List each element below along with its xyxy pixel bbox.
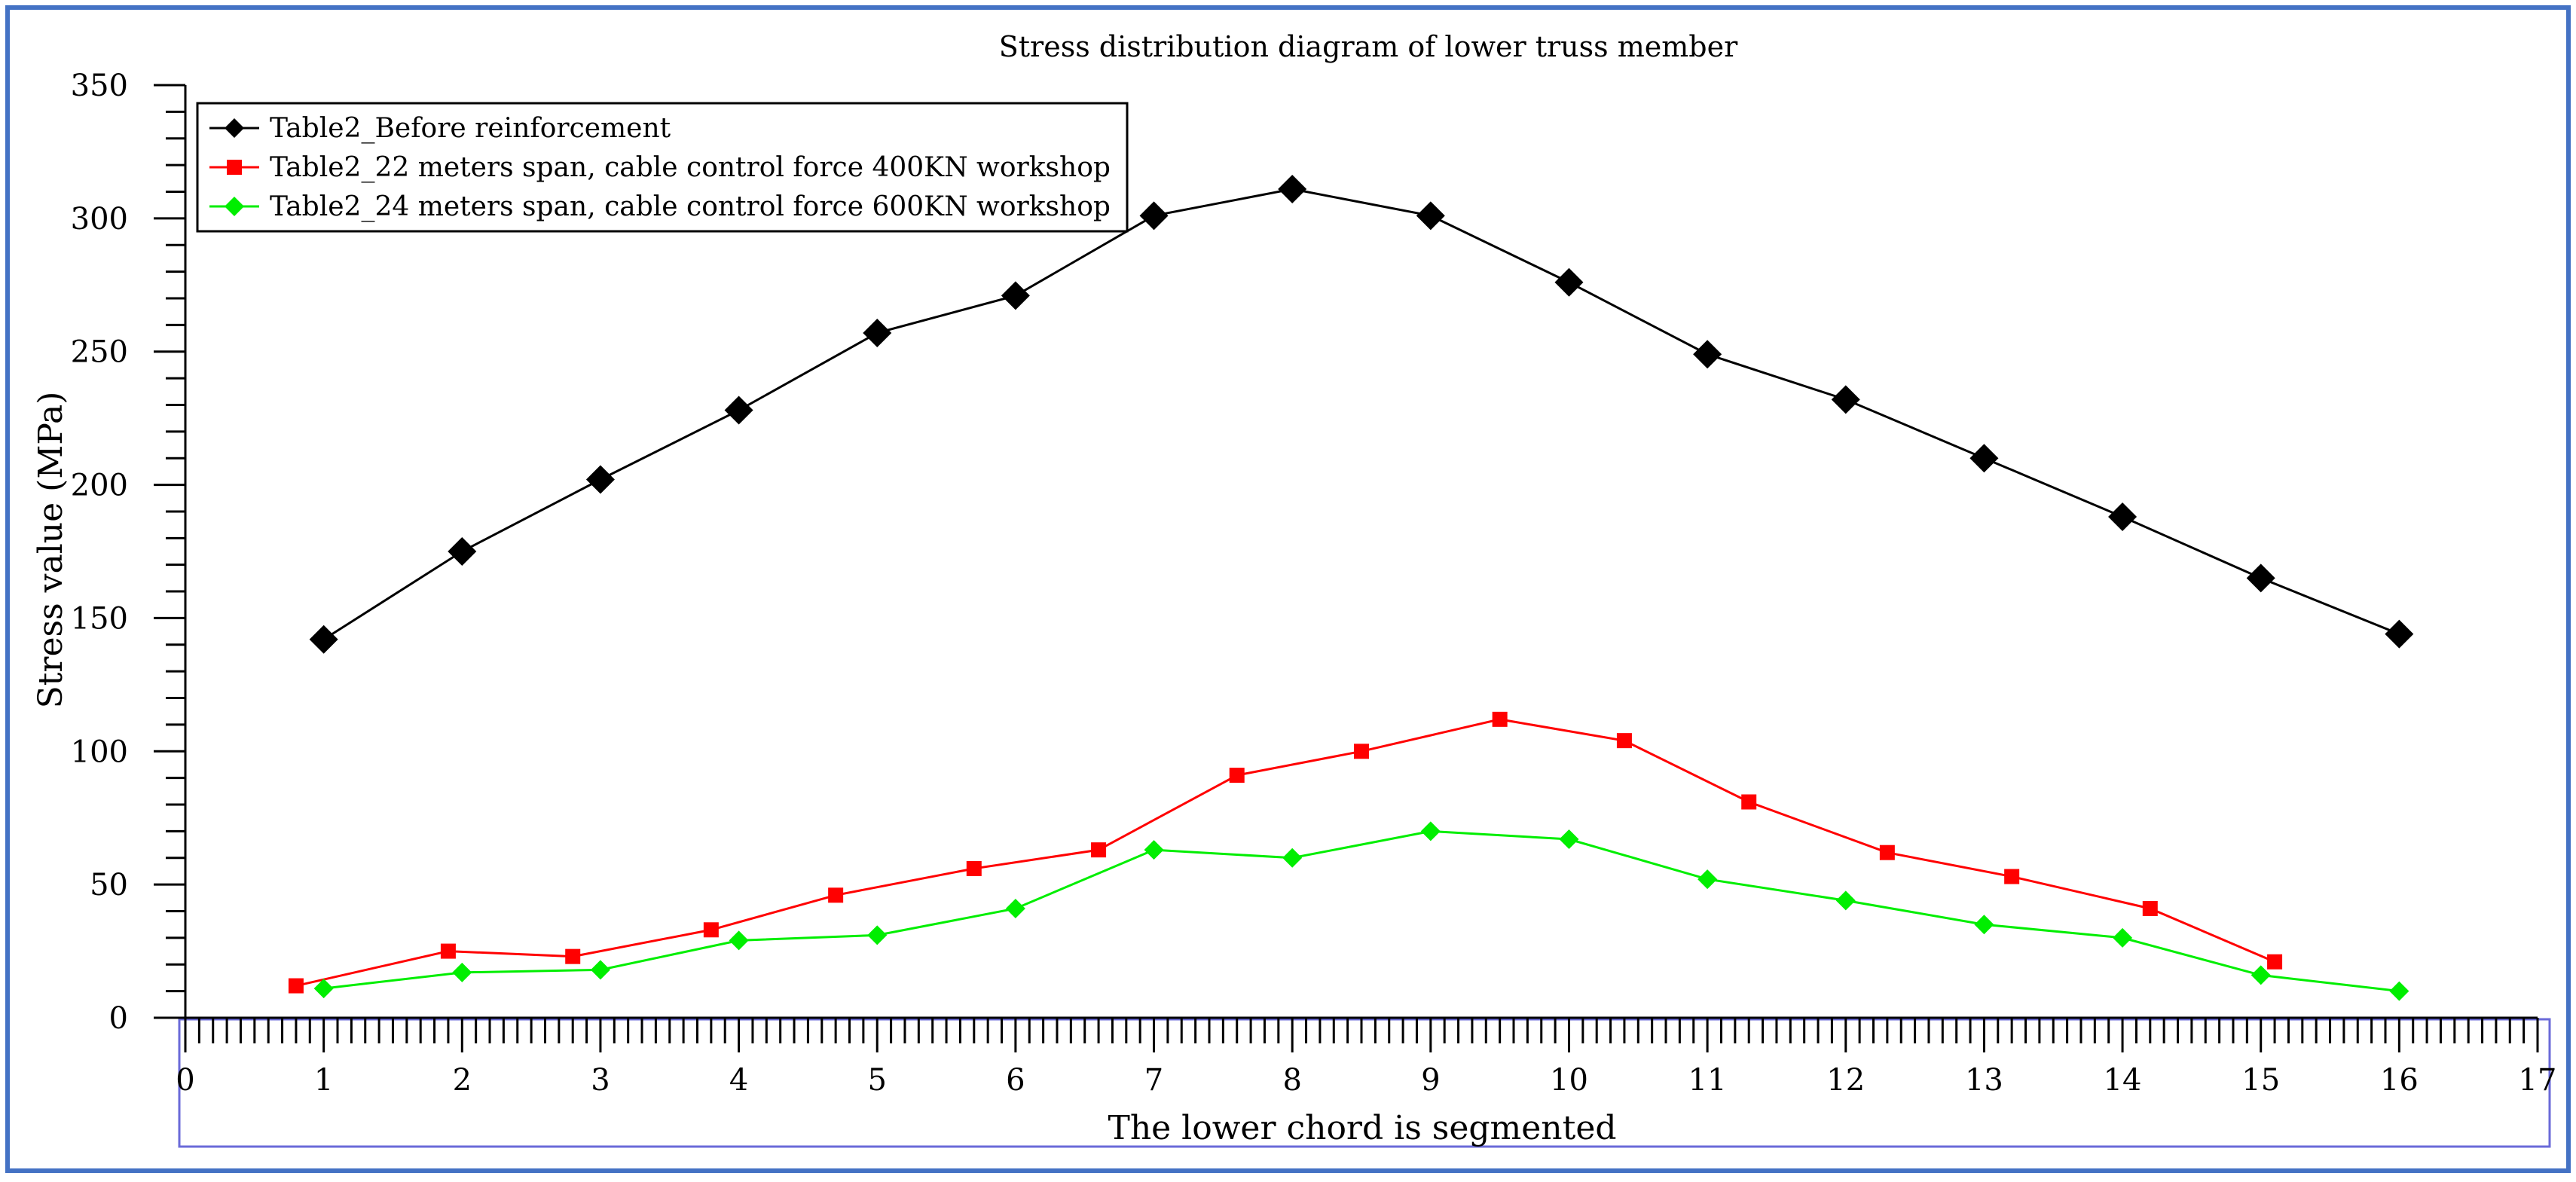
- data-point: [2108, 502, 2137, 532]
- y-tick-label: 250: [71, 335, 128, 370]
- data-point: [2113, 927, 2133, 948]
- legend-marker: [225, 197, 244, 216]
- x-tick-label: 8: [1282, 1063, 1301, 1098]
- data-point: [1492, 711, 1508, 727]
- x-tick-label: 16: [2380, 1063, 2419, 1098]
- data-point: [565, 948, 581, 964]
- data-point: [2389, 981, 2409, 1001]
- y-tick-label: 150: [71, 601, 128, 636]
- series-2: [288, 711, 2283, 994]
- data-point: [2267, 954, 2283, 970]
- data-point: [1697, 869, 1718, 890]
- data-point: [1001, 281, 1030, 310]
- data-point: [966, 860, 982, 876]
- x-tick-label: 5: [868, 1063, 887, 1098]
- data-point: [585, 465, 615, 494]
- data-point: [1974, 915, 1994, 935]
- data-point: [1278, 174, 1307, 203]
- data-point: [590, 960, 610, 980]
- data-point: [1741, 794, 1757, 810]
- data-point: [1693, 340, 1722, 369]
- series-line: [322, 188, 2400, 640]
- data-point: [2385, 619, 2414, 649]
- legend-label: Table2_22 meters span, cable control for…: [270, 152, 1111, 183]
- data-point: [309, 625, 338, 654]
- x-tick-label: 1: [314, 1063, 333, 1098]
- y-tick-label: 200: [71, 469, 128, 503]
- data-point: [1835, 890, 1856, 911]
- data-point: [1144, 840, 1164, 860]
- y-tick-label: 50: [90, 868, 128, 903]
- data-point: [2142, 900, 2158, 916]
- data-point: [724, 396, 753, 425]
- data-point: [2251, 965, 2271, 985]
- series-line: [323, 829, 2400, 993]
- x-tick-label: 13: [1965, 1063, 2003, 1098]
- data-point: [863, 318, 892, 347]
- legend-label: Table2_24 meters span, cable control for…: [270, 191, 1111, 222]
- legend-marker: [227, 160, 242, 175]
- legend-marker: [225, 118, 244, 138]
- series-layer: [288, 174, 2414, 1001]
- data-point: [1969, 444, 1999, 473]
- x-tick-label: 7: [1144, 1063, 1163, 1098]
- x-tick-label: 3: [591, 1063, 610, 1098]
- x-tick-label: 11: [1688, 1063, 1727, 1098]
- data-point: [448, 537, 477, 566]
- legend: Table2_Before reinforcement Table2_22 met…: [196, 102, 1129, 233]
- data-point: [828, 887, 844, 903]
- x-axis-region-box: [178, 1018, 2551, 1148]
- data-point: [1416, 201, 1445, 231]
- data-point: [1005, 898, 1025, 918]
- data-point: [867, 925, 888, 945]
- data-point: [1229, 768, 1245, 783]
- x-tick-label: 10: [1550, 1063, 1588, 1098]
- data-point: [452, 962, 472, 982]
- series-line: [295, 718, 2275, 988]
- data-point: [703, 922, 719, 938]
- series-1: [309, 174, 2414, 654]
- x-tick-label: 15: [2241, 1063, 2280, 1098]
- data-point: [2246, 564, 2275, 593]
- data-point: [313, 979, 334, 999]
- y-tick-label: 0: [109, 1001, 128, 1036]
- data-point: [1554, 267, 1584, 297]
- legend-label: Table2_Before reinforcement: [270, 113, 671, 144]
- x-tick-label: 12: [1826, 1063, 1865, 1098]
- data-point: [729, 930, 749, 951]
- x-tick-label: 9: [1421, 1063, 1440, 1098]
- y-tick-label: 100: [71, 735, 128, 769]
- data-point: [1420, 821, 1441, 841]
- y-tick-label: 350: [71, 69, 128, 103]
- y-tick-label: 300: [71, 202, 128, 237]
- data-point: [1879, 845, 1895, 860]
- data-point: [1616, 733, 1632, 749]
- series-3: [313, 821, 2409, 1001]
- data-point: [1139, 201, 1169, 231]
- x-tick-label: 4: [729, 1063, 748, 1098]
- chart-title: Stress distribution diagram of lower tru…: [999, 30, 1738, 63]
- x-tick-label: 14: [2104, 1063, 2142, 1098]
- data-point: [440, 943, 456, 959]
- x-tick-label: 6: [1006, 1063, 1025, 1098]
- legend-box: [196, 102, 1129, 233]
- data-point: [1559, 829, 1579, 850]
- data-point: [1282, 848, 1303, 868]
- data-point: [1091, 842, 1107, 858]
- y-axis-title: Stress value (MPa): [32, 392, 70, 709]
- data-point: [1354, 744, 1369, 759]
- x-tick-label: 2: [453, 1063, 472, 1098]
- data-point: [1831, 385, 1860, 414]
- x-tick-label: 0: [176, 1063, 194, 1098]
- x-tick-label: 17: [2519, 1063, 2557, 1098]
- data-point: [288, 978, 304, 994]
- data-point: [2004, 869, 2020, 884]
- x-axis-title: The lower chord is segmented: [1108, 1109, 1616, 1147]
